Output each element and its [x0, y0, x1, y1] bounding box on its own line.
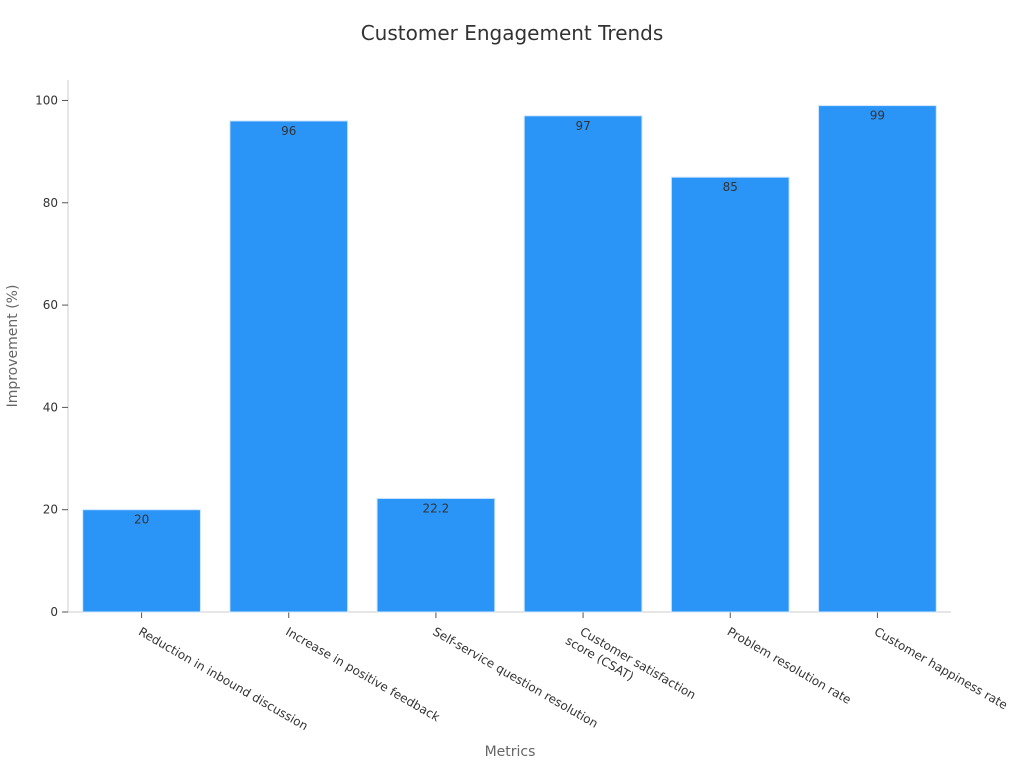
x-tick-label: Customer happiness rate — [872, 624, 1010, 712]
bar — [523, 115, 643, 613]
bar-value-label: 97 — [575, 119, 590, 133]
y-axis-label: Improvement (%) — [5, 285, 21, 408]
x-tick-label: Reduction in inbound discussion — [136, 624, 310, 733]
y-tick-label: 0 — [50, 605, 58, 619]
bar-value-label: 96 — [281, 124, 296, 138]
x-tick-label: Customer satisfactionscore (CSAT) — [563, 620, 698, 715]
bars — [82, 105, 937, 613]
bar — [229, 120, 349, 613]
y-tick-label: 100 — [35, 93, 58, 107]
y-tick-label: 60 — [43, 298, 58, 312]
x-axis-label: Metrics — [485, 744, 536, 760]
bar — [818, 105, 937, 613]
bar-value-label: 20 — [134, 513, 149, 527]
x-tick-label: Increase in positive feedback — [283, 624, 442, 724]
bar — [376, 497, 496, 613]
bar-value-label: 85 — [723, 180, 738, 194]
y-tick-label: 40 — [43, 400, 58, 414]
chart-title: Customer Engagement Trends — [361, 21, 664, 45]
y-tick-label: 80 — [43, 196, 58, 210]
x-tick-label: Problem resolution rate — [725, 624, 854, 706]
bar — [82, 509, 201, 613]
bar-value-label: 22.2 — [423, 501, 450, 515]
data-labels: 20 96 22.2 97 85 99 — [134, 109, 885, 527]
bar — [670, 176, 790, 613]
bar-value-label: 99 — [870, 109, 885, 123]
y-tick-label: 20 — [43, 503, 58, 517]
